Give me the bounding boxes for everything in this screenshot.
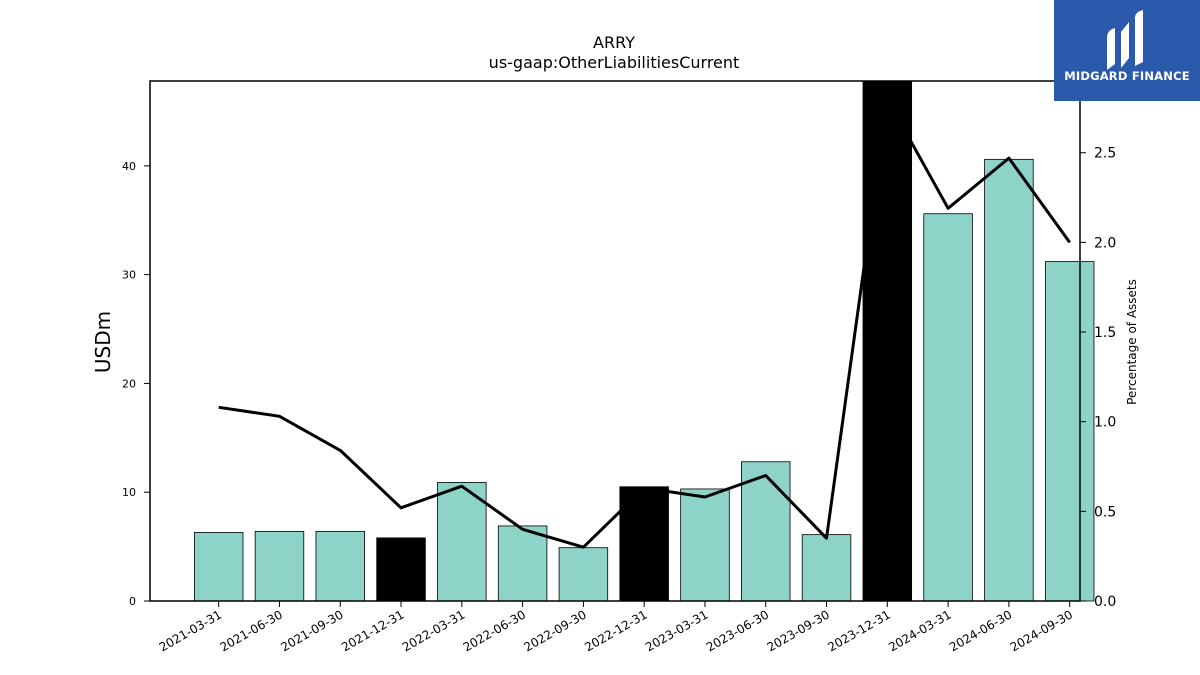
x-tick-label: 2023-03-31 [643, 607, 710, 654]
y2-axis-label: Percentage of Assets [1125, 279, 1139, 405]
bar-2021-09-30 [315, 530, 365, 602]
chart-subtitle: us-gaap:OtherLiabilitiesCurrent [489, 53, 740, 72]
x-tick-label: 2023-06-30 [704, 607, 771, 654]
bar-2021-12-31 [376, 537, 426, 602]
y2-tick-label: 1.0 [1094, 415, 1116, 431]
x-tick-label: 2021-12-31 [339, 607, 406, 654]
brand-name: MIDGARD FINANCE [1064, 69, 1190, 83]
y-axis-label: USDm [91, 311, 115, 373]
bar-2023-03-31 [680, 488, 730, 602]
x-tick-label: 2021-03-31 [157, 607, 224, 654]
plot-frame [149, 80, 1081, 602]
bar-2024-09-30 [1044, 261, 1095, 602]
y-tick-label: 40 [122, 160, 136, 173]
bar-series [193, 80, 1095, 602]
y-tick-label: 30 [122, 269, 136, 282]
bar-2022-03-31 [437, 482, 487, 602]
y2-tick-label: 0.5 [1094, 504, 1116, 520]
bar-2023-12-31 [862, 80, 913, 602]
line-series [218, 97, 1071, 549]
chart-title: ARRY [593, 33, 635, 52]
bar-2021-03-31 [193, 532, 244, 602]
bar-2021-06-30 [254, 530, 305, 602]
y2-tick-label: 1.5 [1094, 325, 1116, 341]
bar-2022-09-30 [558, 547, 609, 602]
y2-tick-label: 0.0 [1094, 594, 1116, 610]
midgard-finance-logo: MIDGARD FINANCE [1054, 0, 1200, 101]
x-tick-label: 2024-03-31 [886, 607, 953, 654]
bar-2022-06-30 [497, 525, 548, 602]
y-tick-label: 0 [129, 595, 136, 608]
x-tick-label: 2023-09-30 [765, 607, 832, 654]
x-tick-label: 2023-12-31 [825, 607, 892, 654]
bar-2024-06-30 [984, 158, 1034, 602]
y2-tick-label: 2.0 [1094, 235, 1116, 251]
y-tick-label: 20 [122, 377, 136, 390]
midgard-m-logo-icon [1107, 10, 1143, 70]
bar-2023-06-30 [741, 461, 791, 602]
percentage-of-assets-line [218, 97, 1071, 549]
y-tick-label: 10 [122, 486, 136, 499]
y2-tick-label: 2.5 [1094, 146, 1116, 162]
bar-2024-03-31 [923, 213, 973, 602]
x-tick-label: 2022-09-30 [521, 607, 588, 654]
x-tick-label: 2021-06-30 [218, 607, 285, 654]
x-tick-label: 2022-12-31 [582, 607, 649, 654]
x-tick-label: 2024-09-30 [1008, 607, 1075, 654]
x-tick-label: 2021-09-30 [278, 607, 345, 654]
x-tick-label: 2024-06-30 [947, 607, 1014, 654]
x-tick-label: 2022-06-30 [461, 607, 528, 654]
bar-2023-09-30 [801, 534, 852, 602]
x-tick-label: 2022-03-31 [400, 607, 467, 654]
